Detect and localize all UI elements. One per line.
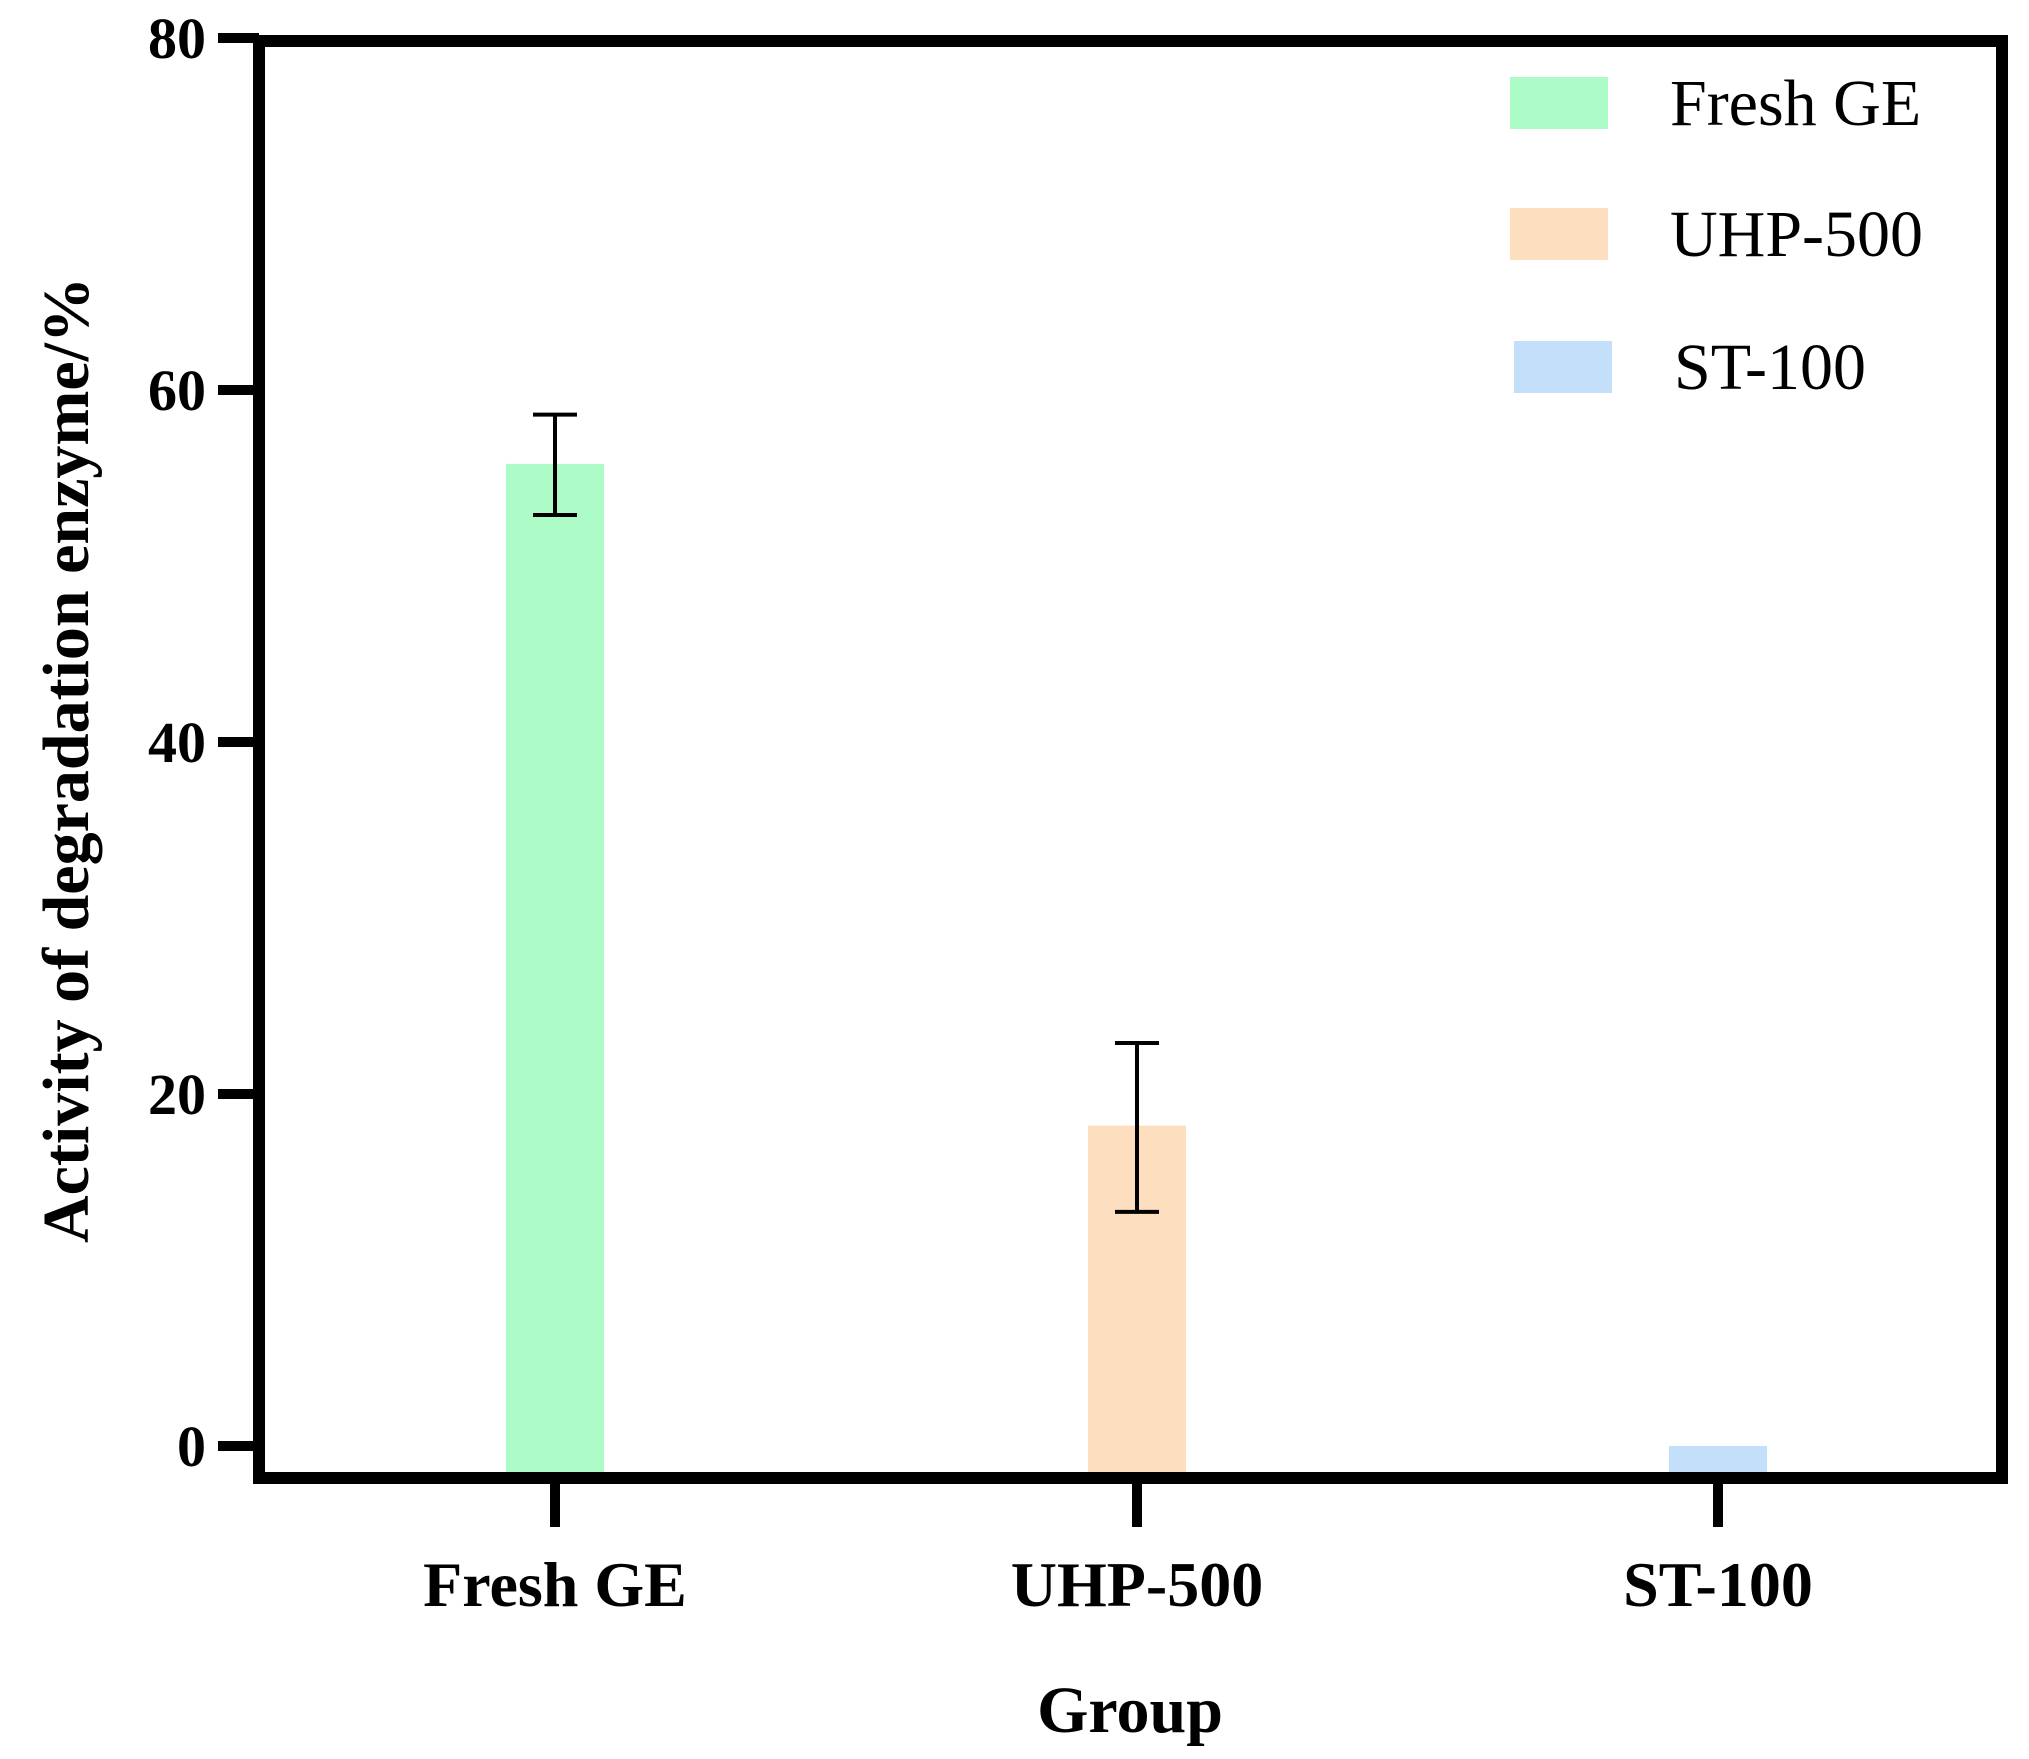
y-tick-label-80: 80 xyxy=(148,6,206,71)
legend-label-st-100: ST-100 xyxy=(1674,331,1866,404)
error-bars-group xyxy=(533,412,1159,1214)
plot-frame xyxy=(253,35,2008,1484)
x-tick-label-uhp-500: UHP-500 xyxy=(1011,1549,1263,1620)
x-axis: Fresh GE UHP-500 ST-100 xyxy=(423,1478,1813,1620)
legend-item-st-100: ST-100 xyxy=(1514,331,1866,404)
y-axis-title: Activity of degradation enzyme/% xyxy=(30,277,103,1243)
legend: Fresh GE UHP-500 ST-100 xyxy=(1510,67,1923,404)
x-axis-title: Group xyxy=(1037,1674,1223,1747)
y-tick-label-20: 20 xyxy=(148,1062,206,1127)
error-bar-uhp-500 xyxy=(1115,1040,1159,1214)
y-tick-label-40: 40 xyxy=(148,710,206,775)
legend-swatch-uhp-500 xyxy=(1510,208,1608,260)
x-tick-label-st-100: ST-100 xyxy=(1623,1549,1813,1620)
legend-label-uhp-500: UHP-500 xyxy=(1670,198,1923,271)
error-bar-fresh-ge xyxy=(533,412,577,517)
bar-fresh-ge xyxy=(506,463,604,1478)
x-tick-label-fresh-ge: Fresh GE xyxy=(423,1549,687,1620)
legend-item-uhp-500: UHP-500 xyxy=(1510,198,1923,271)
bars-group xyxy=(506,463,1767,1478)
y-tick-label-60: 60 xyxy=(148,358,206,423)
legend-swatch-st-100 xyxy=(1514,341,1612,393)
legend-swatch-fresh-ge xyxy=(1510,77,1608,129)
legend-item-fresh-ge: Fresh GE xyxy=(1510,67,1921,140)
legend-label-fresh-ge: Fresh GE xyxy=(1670,67,1921,140)
y-tick-label-0: 0 xyxy=(177,1414,206,1479)
y-axis: 0 20 40 60 80 xyxy=(148,6,259,1479)
